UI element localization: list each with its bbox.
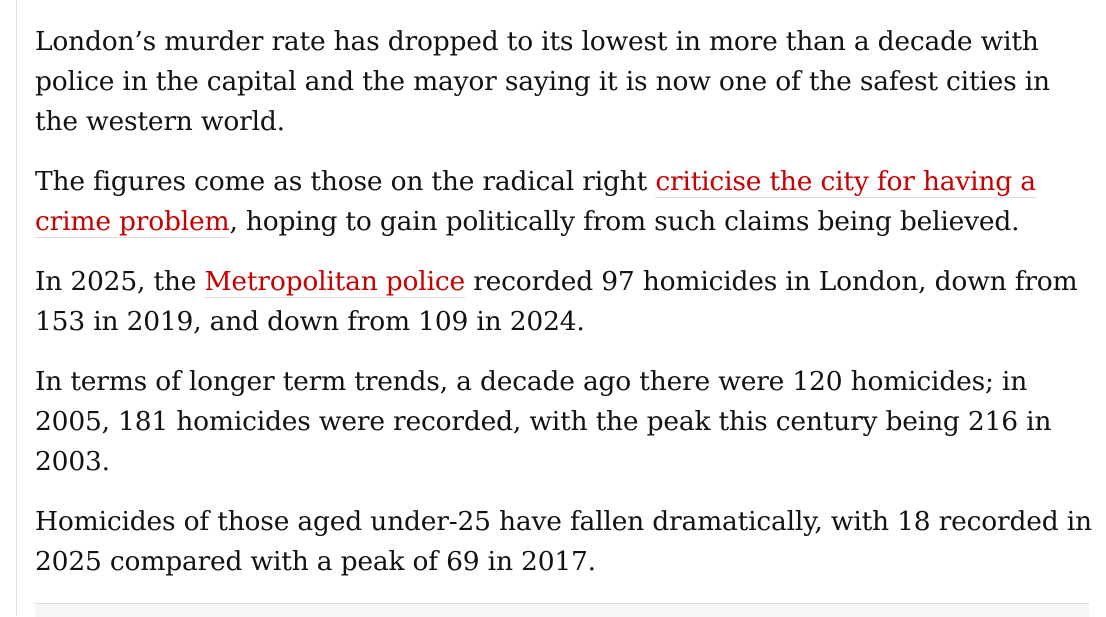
- crime-problem-link[interactable]: criticise the city for having a crime pr…: [35, 166, 1036, 238]
- left-divider: [16, 0, 17, 616]
- embedded-content-edge: [35, 603, 1089, 617]
- paragraph-2-text-after: , hoping to gain politically from such c…: [229, 206, 1020, 237]
- paragraph-3: In 2025, the Metropolitan police recorde…: [35, 262, 1095, 342]
- paragraph-5: Homicides of those aged under-25 have fa…: [35, 502, 1095, 582]
- paragraph-1: London’s murder rate has dropped to its …: [35, 22, 1095, 142]
- paragraph-2: The figures come as those on the radical…: [35, 162, 1095, 242]
- paragraph-4: In terms of longer term trends, a decade…: [35, 362, 1095, 482]
- paragraph-4-text: In terms of longer term trends, a decade…: [35, 366, 1052, 477]
- metropolitan-police-link[interactable]: Metropolitan police: [204, 266, 465, 298]
- paragraph-5-text: Homicides of those aged under-25 have fa…: [35, 506, 1092, 577]
- paragraph-3-text-before: In 2025, the: [35, 266, 205, 297]
- article-body: London’s murder rate has dropped to its …: [35, 22, 1095, 602]
- paragraph-3-text-after: recorded 97 homicides in London, down fr…: [35, 266, 1078, 337]
- paragraph-2-text-before: The figures come as those on the radical…: [35, 166, 656, 197]
- paragraph-1-text: London’s murder rate has dropped to its …: [35, 26, 1050, 137]
